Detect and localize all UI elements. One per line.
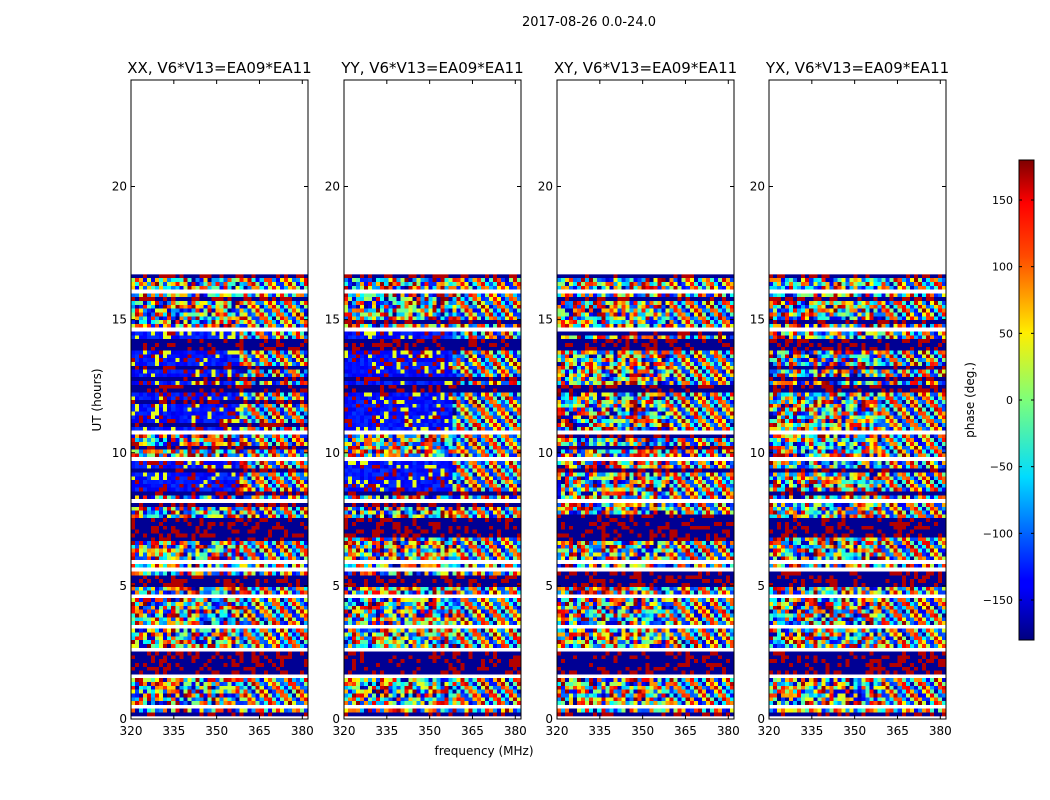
x-tick-label: 350 (843, 724, 866, 738)
x-tick-label: 350 (205, 724, 228, 738)
y-tick-label: 0 (332, 712, 340, 726)
colorbar-tick-label: 50 (999, 327, 1013, 340)
colorbar-tick-label: −150 (983, 594, 1013, 607)
x-tick-label: 380 (504, 724, 527, 738)
y-tick-label: 5 (757, 579, 765, 593)
colorbar-tick-label: 150 (992, 194, 1013, 207)
panel-1: YY, V6*V13=EA09*EA11 320 335 350 365 380 0 5 10 1… (325, 59, 527, 738)
panel-3: YX, V6*V13=EA09*EA11 320 335 350 365 380 0 5 10 1… (750, 59, 952, 738)
colorbar-ticks: −150 −100 −50 0 50 100 150 (983, 194, 1034, 607)
colorbar-label: phase (deg.) (963, 362, 977, 438)
y-tick-label: 15 (538, 313, 553, 327)
heatmap-image (131, 274, 308, 717)
panels-group: XX, V6*V13=EA09*EA11 320 335 350 365 380 0 5 10 1… (112, 59, 952, 738)
y-tick-label: 10 (750, 446, 765, 460)
panel-frame (130, 79, 309, 720)
panel-title: XY, V6*V13=EA09*EA11 (554, 59, 737, 77)
colorbar-tick-label: −100 (983, 527, 1013, 540)
y-tick-label: 0 (757, 712, 765, 726)
y-axis-label: UT (hours) (90, 368, 104, 431)
x-tick-label: 380 (291, 724, 314, 738)
y-tick-label: 15 (325, 313, 340, 327)
x-tick-label: 365 (248, 724, 271, 738)
y-tick-label: 15 (750, 313, 765, 327)
y-tick-label: 5 (119, 579, 127, 593)
x-tick-label: 335 (162, 724, 185, 738)
x-tick-label: 320 (546, 724, 569, 738)
x-tick-label: 320 (758, 724, 781, 738)
panel-0: XX, V6*V13=EA09*EA11 320 335 350 365 380 0 5 10 1… (112, 59, 314, 738)
y-tick-label: 15 (112, 313, 127, 327)
x-axis-label: frequency (MHz) (434, 744, 533, 758)
figure-suptitle: 2017-08-26 0.0-24.0 (522, 15, 656, 30)
colorbar: −150 −100 −50 0 50 100 150 phase (deg.) (963, 159, 1035, 641)
heatmap-image (344, 274, 521, 717)
x-tick-label: 365 (674, 724, 697, 738)
heatmap-image (557, 274, 734, 717)
panel-title: XX, V6*V13=EA09*EA11 (127, 59, 311, 77)
panel-title: YX, V6*V13=EA09*EA11 (765, 59, 949, 77)
panel-2: XY, V6*V13=EA09*EA11 320 335 350 365 380 0 5 10 1… (538, 59, 740, 738)
y-tick-label: 20 (538, 180, 553, 194)
y-tick-label: 10 (325, 446, 340, 460)
panel-frame (556, 79, 735, 720)
panel-title: YY, V6*V13=EA09*EA11 (340, 59, 523, 77)
x-tick-label: 335 (375, 724, 398, 738)
panel-frame (768, 79, 947, 720)
y-tick-label: 0 (545, 712, 553, 726)
colorbar-tick-label: −50 (990, 461, 1013, 474)
x-tick-label: 380 (929, 724, 952, 738)
y-tick-label: 10 (112, 446, 127, 460)
heatmap-image (769, 274, 946, 717)
x-tick-label: 365 (886, 724, 909, 738)
x-tick-label: 365 (461, 724, 484, 738)
x-tick-label: 380 (717, 724, 740, 738)
colorbar-tick-label: 100 (992, 261, 1013, 274)
y-tick-label: 20 (112, 180, 127, 194)
x-tick-label: 350 (631, 724, 654, 738)
y-tick-label: 10 (538, 446, 553, 460)
panel-frame (343, 79, 522, 720)
y-tick-label: 20 (325, 180, 340, 194)
x-tick-label: 335 (800, 724, 823, 738)
y-tick-label: 5 (332, 579, 340, 593)
x-tick-label: 335 (588, 724, 611, 738)
x-tick-label: 320 (333, 724, 356, 738)
colorbar-tick-label: 0 (1006, 394, 1013, 407)
y-tick-label: 5 (545, 579, 553, 593)
y-tick-label: 20 (750, 180, 765, 194)
y-tick-label: 0 (119, 712, 127, 726)
x-tick-label: 320 (120, 724, 143, 738)
x-tick-label: 350 (418, 724, 441, 738)
